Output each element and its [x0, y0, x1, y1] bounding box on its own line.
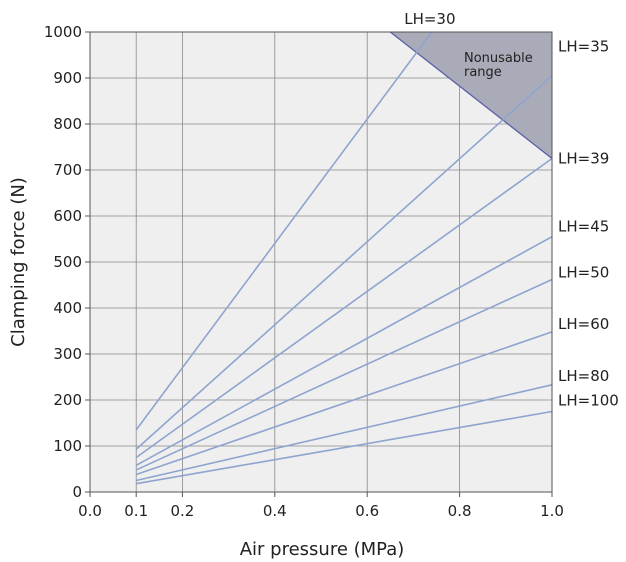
- series-label: LH=80: [558, 367, 609, 385]
- series-line-lh-60: [135, 331, 553, 476]
- y-tick-label: 100: [53, 437, 82, 455]
- series-label: LH=30: [404, 10, 455, 28]
- nonusable-boundary: [389, 31, 553, 160]
- x-tick-label: 1.0: [540, 502, 564, 520]
- y-tick-label: 800: [53, 115, 82, 133]
- series-line-lh-80: [136, 384, 553, 482]
- x-tick-label: 0.2: [170, 502, 194, 520]
- x-axis-title: Air pressure (MPa): [240, 539, 405, 560]
- x-tick-label: 0.6: [355, 502, 379, 520]
- y-tick-label: 700: [53, 161, 82, 179]
- y-tick-label: 600: [53, 207, 82, 225]
- y-tick-label: 300: [53, 345, 82, 363]
- nonusable-range-label: Nonusable range: [464, 51, 533, 80]
- series-line-lh-35: [135, 75, 553, 450]
- y-tick-label: 1000: [44, 23, 82, 41]
- series-label: LH=60: [558, 315, 609, 333]
- series-line-lh-50: [135, 278, 553, 471]
- series-line-lh-39: [135, 157, 553, 459]
- y-tick-label: 200: [53, 391, 82, 409]
- series-label: LH=45: [558, 218, 609, 236]
- x-tick-label: 0.0: [78, 502, 102, 520]
- x-tick-label: 0.4: [263, 502, 287, 520]
- series-label: LH=35: [558, 38, 609, 56]
- series-label: LH=50: [558, 263, 609, 281]
- y-tick-label: 900: [53, 69, 82, 87]
- y-axis-title: Clamping force (N): [8, 177, 29, 347]
- x-tick-label: 0.1: [124, 502, 148, 520]
- series-label: LH=100: [558, 392, 619, 410]
- series-label: LH=39: [558, 150, 609, 168]
- series-line-lh-100: [136, 410, 553, 485]
- x-tick-label: 0.8: [448, 502, 472, 520]
- series-line-lh-30: [135, 31, 433, 431]
- series-line-lh-45: [135, 235, 553, 467]
- y-tick-label: 500: [53, 253, 82, 271]
- y-tick-label: 0: [72, 483, 82, 501]
- y-tick-label: 400: [53, 299, 82, 317]
